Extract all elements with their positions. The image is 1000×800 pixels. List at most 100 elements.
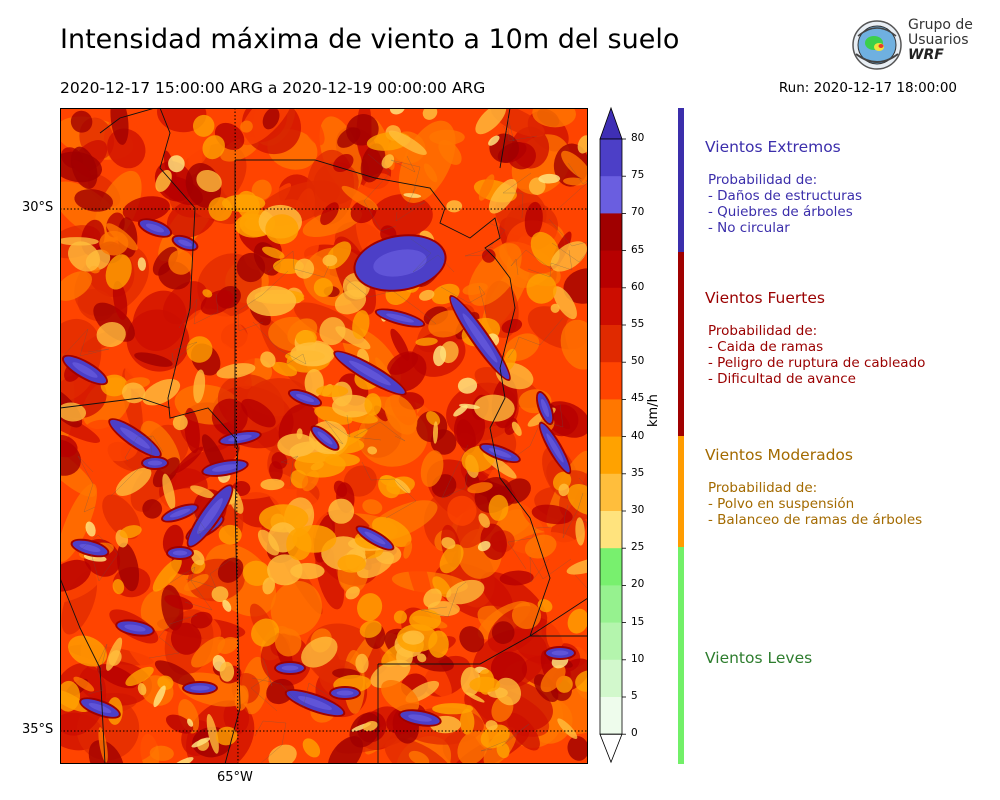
legend-bar-fuertes [678,252,684,436]
wind-cell [60,483,98,562]
wind-cell-light [260,351,276,368]
wind-cell-moderate [73,676,95,692]
legend-text-extremos: Probabilidad de: - Daños de estructuras … [708,172,862,236]
wind-cell-moderate [105,254,132,290]
wind-cell-light [403,193,422,198]
wind-cell-strong [236,252,266,283]
extreme-wind-core [211,464,239,472]
colorbar-unit: km/h [646,394,661,427]
department-border [324,414,351,445]
wind-cell-moderate [362,499,383,515]
legend-line: - Polvo en suspensión [708,496,855,512]
wind-cell-light [153,685,166,708]
wind-cell-strong [190,611,213,629]
wind-cell [302,112,325,146]
wind-cell-moderate [432,576,452,598]
wind-cell-moderate [294,452,346,478]
colorbar-arrow-top [599,106,623,140]
wind-cell-moderate [567,608,588,634]
wind-cell-light [172,757,194,764]
wind-cell-moderate [346,281,367,298]
wind-cell-moderate [191,636,226,668]
map-title: Intensidad máxima de viento a 10m del su… [60,24,680,55]
department-border [390,155,421,194]
colorbar-segment [600,622,622,661]
wind-cell-moderate [563,177,587,186]
extreme-wind-core [295,393,315,403]
wind-cell-moderate [550,241,587,272]
wind-cell [270,581,322,636]
wind-cell-moderate [196,169,222,193]
wind-cell-strong [70,110,93,133]
wind-cell-strong [184,407,200,454]
wind-cell-moderate [183,574,209,591]
wind-cell-moderate [408,750,430,764]
extreme-wind-core [373,249,427,277]
wind-cell-moderate [193,369,206,404]
wind-cell-moderate [420,450,444,487]
colorbar-tick-label: 20 [631,578,645,591]
colorbar-segment [600,473,622,512]
wind-cell-moderate [152,558,182,592]
wind-cell-moderate [294,258,315,279]
province-border [60,397,171,409]
legend-text-moderados: Probabilidad de: - Polvo en suspensión -… [708,480,922,528]
wind-cell-light [191,737,210,748]
wind-cell [447,495,477,526]
department-border [280,455,299,487]
wind-cell-moderate [355,653,369,673]
colorbar [599,106,626,764]
wind-cell-moderate [96,322,126,347]
wind-cell-moderate [242,560,271,586]
department-border [185,554,238,589]
wind-cell-strong [152,457,180,488]
wind-cell-moderate [384,394,418,435]
wind-cell-moderate [157,675,174,690]
wind-cell-moderate [428,630,449,658]
wind-cell-strong [74,189,114,212]
department-border [77,534,119,582]
wind-cell-strong [170,622,202,655]
wind-cell-light [550,303,560,313]
wind-cell-light [446,200,463,213]
legend-text-fuertes: Probabilidad de: - Caida de ramas - Peli… [708,323,925,387]
wind-cell-light [155,169,172,192]
department-border [410,238,455,273]
wind-cell-moderate [475,108,507,135]
colorbar-arrow-bottom [599,733,623,764]
wind-cell-light [211,586,229,603]
colorbar-tick-label: 30 [631,504,645,516]
extreme-wind-core [317,431,333,445]
wind-cell-light [172,414,188,431]
wind-cell-moderate [202,135,225,160]
wind-cell [302,207,363,238]
wind-cell-moderate [553,286,577,320]
legend-bar-leves [678,547,684,764]
colorbar-segment [600,287,622,326]
longitude-line [234,108,239,764]
wind-cell-light [422,108,438,120]
wind-cell-moderate [60,237,99,246]
department-border [363,153,397,232]
wind-cell-moderate [438,139,462,165]
logo-line-3: WRF [908,47,944,63]
department-border [361,461,417,519]
legend-line: Probabilidad de: [708,480,818,496]
wind-cell-moderate [540,665,566,693]
wind-cell-strong [499,570,534,586]
department-border [251,677,339,709]
legend-title-extremos: Vientos Extremos [705,138,841,156]
colorbar-tick-label: 5 [631,690,638,702]
wind-cell-strong [327,736,364,764]
legend-line: - Caida de ramas [708,339,824,355]
legend-line: - Balanceo de ramas de árboles [708,512,923,528]
wind-cell-light [322,254,338,267]
province-border [499,108,511,169]
wind-cell-moderate [221,194,266,212]
colorbar-segment [600,511,622,549]
wind-cell-moderate [274,628,302,657]
wind-cell-moderate [415,337,438,346]
wind-cell-moderate [432,703,474,715]
wind-cell-moderate [467,482,493,494]
wind-cell-light [477,541,491,552]
